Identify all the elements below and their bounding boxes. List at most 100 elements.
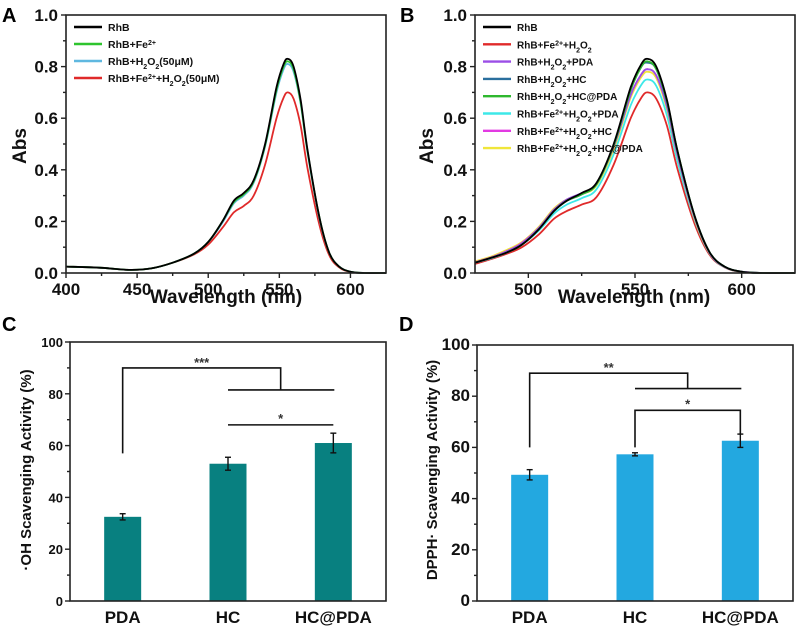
legend-label-part: RhB+Fe [108, 39, 148, 51]
legend-label-a-0: RhB [108, 22, 130, 34]
legend-label-part: RhB [517, 23, 538, 34]
x-tick-label-a: 550 [265, 280, 293, 299]
legend-label-part: 2+ [555, 144, 563, 151]
y-tick-label-c: 100 [41, 335, 63, 350]
y-tick-label-d: 100 [442, 335, 470, 354]
axes-d: 0 20 40 60 80 100 PDA HC HC@PDA [442, 335, 779, 627]
y-tick-label-c: 60 [49, 439, 63, 454]
legend-label-part: O [580, 144, 588, 155]
legend-label-b-2: RhB+H2O2+PDA [517, 58, 593, 72]
legend-label-part: O [580, 40, 588, 51]
legend-label-part: RhB+Fe [108, 73, 148, 85]
x-tick-label-d: HC [623, 608, 648, 627]
series-line-a-1 [65, 60, 387, 274]
legend-label-b-6: RhB+Fe2++H2O2+HC [517, 126, 612, 140]
bar-d-hc-at-pda [721, 440, 759, 601]
legend-label-part: RhB+Fe [517, 110, 556, 121]
legend-label-part: O [580, 127, 588, 138]
legend-label-part: RhB+H [517, 58, 551, 69]
significance-label-d: * [685, 396, 691, 411]
series-line-a-2 [65, 63, 387, 274]
significance-bracket-c [121, 367, 282, 454]
plot-frame-c [69, 341, 387, 602]
y-tick-label-b: 1.0 [443, 6, 467, 25]
series-line-a-3 [65, 91, 387, 274]
legend-a: RhBRhB+Fe2+RhB+H2O2(50μM)RhB+Fe2++H2O2(5… [74, 22, 220, 88]
legend-label-part: 2+ [555, 40, 563, 47]
y-tick-label-c: 20 [49, 542, 63, 557]
x-tick-label-c: HC@PDA [295, 608, 372, 627]
legend-label-b-3: RhB+H2O2+HC [517, 75, 587, 89]
series-line-a-0 [65, 57, 387, 274]
legend-label-a-2: RhB+H2O2(50μM) [108, 56, 193, 71]
legend-label-a-3: RhB+Fe2++H2O2(50μM) [108, 73, 220, 88]
panel-label-b: B [400, 5, 414, 27]
legend-label-part: 2 [576, 47, 580, 54]
x-tick-label-b: 500 [514, 280, 542, 299]
y-tick-label-d: 80 [451, 386, 470, 405]
legend-label-part: +HC [566, 75, 586, 86]
y-tick-label-a: 1.0 [34, 6, 58, 25]
legend-label-part: RhB+H [517, 75, 551, 86]
legend-label-part: 2 [551, 81, 555, 88]
legend-label-part: 2 [576, 133, 580, 140]
series-line-b-0 [474, 57, 796, 274]
legend-label-part: +HC [592, 127, 612, 138]
y-tick-label-b: 0.4 [443, 161, 467, 180]
y-tick-label-a: 0.6 [34, 109, 58, 128]
bar-d-hc [616, 454, 654, 601]
y-tick-label-a: 0.4 [34, 161, 58, 180]
legend-label-part: 2 [551, 99, 555, 106]
legend-label-part: 2 [562, 81, 566, 88]
legend-label-part: 2 [576, 151, 580, 158]
panel-label-d: D [399, 314, 413, 336]
axes-c: 0 20 40 60 80 100 PDA HC HC@PDA [41, 335, 372, 627]
significance-c: **** [121, 355, 335, 454]
legend-label-a-1: RhB+Fe2+ [108, 39, 156, 51]
legend-label-part: O [555, 92, 563, 103]
panel-label-a: A [2, 5, 16, 27]
legend-label-part: 2 [588, 116, 592, 123]
legend-label-part: O [174, 73, 182, 85]
y-tick-label-d: 0 [461, 591, 470, 610]
significance-bracket-d [634, 409, 742, 448]
y-axis-title-a: Abs [10, 128, 31, 164]
legend-label-part: 2 [576, 116, 580, 123]
legend-label-part: +H [563, 127, 576, 138]
y-axis-title-b: Abs [417, 128, 438, 164]
y-tick-label-a: 0.2 [34, 212, 58, 231]
legend-label-part: +H [563, 144, 576, 155]
axes-b: 0.0 0.2 0.4 0.6 0.8 1.0 500 550 600 [443, 6, 755, 299]
legend-label-part: 2 [562, 64, 566, 71]
legend-label-part: RhB+H [517, 92, 551, 103]
y-tick-label-b: 0.0 [443, 264, 467, 283]
legend-label-part: O [147, 56, 155, 68]
x-tick-label-c: HC [216, 608, 241, 627]
legend-label-part: (50μM) [186, 73, 220, 85]
bar-c-pda [104, 516, 142, 601]
bar-c-hc-at-pda [314, 443, 352, 601]
legend-label-part: RhB+Fe [517, 127, 556, 138]
legend-label-part: 2 [588, 133, 592, 140]
plot-frame-a [65, 14, 387, 274]
y-tick-label-c: 40 [49, 490, 63, 505]
x-tick-label-c: PDA [105, 608, 141, 627]
y-tick-label-a: 0.8 [34, 58, 58, 77]
legend-label-part: 2+ [148, 40, 156, 47]
significance-label-d: ** [604, 360, 615, 375]
legend-label-part: O [580, 110, 588, 121]
x-tick-label-a: 400 [52, 280, 80, 299]
x-tick-label-a: 450 [123, 280, 151, 299]
axes-a: 0.0 0.2 0.4 0.6 0.8 1.0 400 450 500 550 600 [34, 6, 364, 299]
plot-frame-d [476, 344, 794, 602]
x-axis-title-a: Wavelength (nm) [150, 287, 302, 308]
y-tick-label-d: 40 [451, 489, 470, 508]
bar-d-pda [511, 474, 549, 601]
x-tick-label-a: 600 [336, 280, 364, 299]
y-tick-label-a: 0.0 [34, 264, 58, 283]
legend-label-part: 2 [562, 99, 566, 106]
legend-label-b-0: RhB [517, 23, 538, 34]
